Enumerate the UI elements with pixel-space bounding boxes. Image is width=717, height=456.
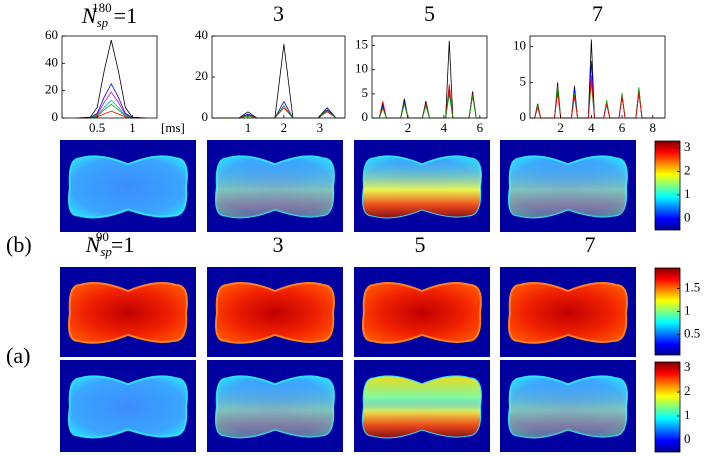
y-tick-label: 5	[520, 73, 527, 88]
x-tick-label: 3	[317, 120, 324, 135]
title-sup: 90	[96, 229, 109, 244]
heatmap-region	[68, 282, 188, 344]
line-series	[212, 44, 345, 119]
colorbar-tick-label: 0.5	[684, 325, 700, 340]
colorbar-tick-label: 2	[684, 383, 691, 398]
x-tick-label: 1	[129, 120, 136, 135]
title-rest: =1	[111, 232, 134, 257]
heatmap-region	[215, 282, 335, 344]
heatmap-hot-edge	[216, 156, 334, 218]
chart-title: 7	[592, 1, 603, 26]
title-sup: 180	[92, 0, 112, 15]
colorbar	[654, 267, 681, 356]
heatmap-hot-edge	[509, 376, 627, 438]
title-sub: sp	[97, 15, 109, 30]
heatmap-region	[68, 155, 188, 219]
x-tick-label: 4	[588, 120, 595, 135]
line-series	[530, 82, 665, 119]
line-series	[212, 105, 345, 119]
chart-title: Nsp180=1	[81, 0, 137, 30]
title-sub: sp	[100, 244, 112, 259]
row-title: 7	[585, 232, 596, 257]
row-title: 5	[415, 232, 426, 257]
y-tick-label: 10	[513, 38, 526, 53]
row-title: Nsp90=1	[85, 229, 135, 259]
line-series	[530, 39, 665, 119]
heatmap-hot-edge	[509, 156, 627, 218]
x-tick-label: 2	[557, 120, 564, 135]
x-tick-label: 8	[649, 120, 656, 135]
colorbar-tick-label: 1	[684, 407, 691, 422]
y-tick-label: 0	[520, 109, 527, 124]
y-tick-label: 0	[202, 109, 209, 124]
heatmap-hot-edge	[216, 376, 334, 438]
line-series	[76, 91, 147, 119]
line-series	[212, 107, 345, 119]
y-tick-label: 0	[362, 109, 369, 124]
colorbar-tick-label: 0	[684, 209, 691, 224]
panel-label: (b)	[6, 232, 32, 257]
colorbar	[654, 140, 681, 231]
x-tick-label: 0.5	[89, 120, 105, 135]
y-tick-label: 5	[362, 85, 369, 100]
heatmap-hot-edge	[363, 156, 481, 218]
heatmap-region	[508, 282, 628, 344]
colorbar-tick-label: 0	[684, 431, 691, 446]
x-axis-label: [ms]	[161, 120, 185, 135]
colorbar-tick-label: 1	[684, 186, 691, 201]
title-symbol: N	[85, 232, 102, 257]
line-series	[76, 99, 147, 119]
colorbar-tick-label: 2	[684, 162, 691, 177]
colorbar-tick-label: 3	[684, 139, 691, 154]
line-series	[530, 75, 665, 119]
line-series	[212, 100, 345, 119]
heatmap-region	[68, 375, 188, 439]
x-tick-label: 2	[405, 120, 412, 135]
y-tick-label: 60	[45, 27, 58, 42]
y-tick-label: 0	[52, 109, 59, 124]
y-tick-label: 20	[195, 68, 208, 83]
heatmap-top	[363, 376, 481, 438]
line-series	[372, 40, 487, 119]
heatmap-region	[362, 282, 482, 344]
chart-title: 3	[273, 1, 284, 26]
y-tick-label: 40	[195, 27, 208, 42]
axes-box	[61, 35, 158, 119]
colorbar-tick-label: 3	[684, 359, 691, 374]
chart-title: 5	[424, 1, 435, 26]
y-tick-label: 40	[45, 54, 58, 69]
axes-box	[211, 35, 346, 119]
line-series	[76, 40, 147, 119]
x-tick-label: 6	[619, 120, 626, 135]
y-tick-label: 10	[355, 61, 368, 76]
x-tick-label: 2	[281, 120, 288, 135]
line-series	[76, 82, 147, 119]
x-tick-label: 6	[477, 120, 484, 135]
colorbar-tick-label: 1	[684, 302, 691, 317]
colorbar	[654, 361, 681, 453]
colorbar-tick-label: 1.5	[684, 280, 700, 295]
title-rest: =1	[114, 3, 137, 28]
line-series	[76, 110, 147, 119]
title-symbol: N	[81, 3, 98, 28]
y-tick-label: 15	[355, 37, 368, 52]
x-tick-label: 4	[441, 120, 448, 135]
axes-box	[371, 35, 488, 119]
row-title: 3	[273, 232, 284, 257]
panel-label: (a)	[6, 343, 30, 368]
line-series	[530, 60, 665, 119]
axes-box	[529, 35, 666, 119]
x-tick-label: 1	[245, 120, 252, 135]
line-series	[372, 93, 487, 119]
y-tick-label: 20	[45, 82, 58, 97]
